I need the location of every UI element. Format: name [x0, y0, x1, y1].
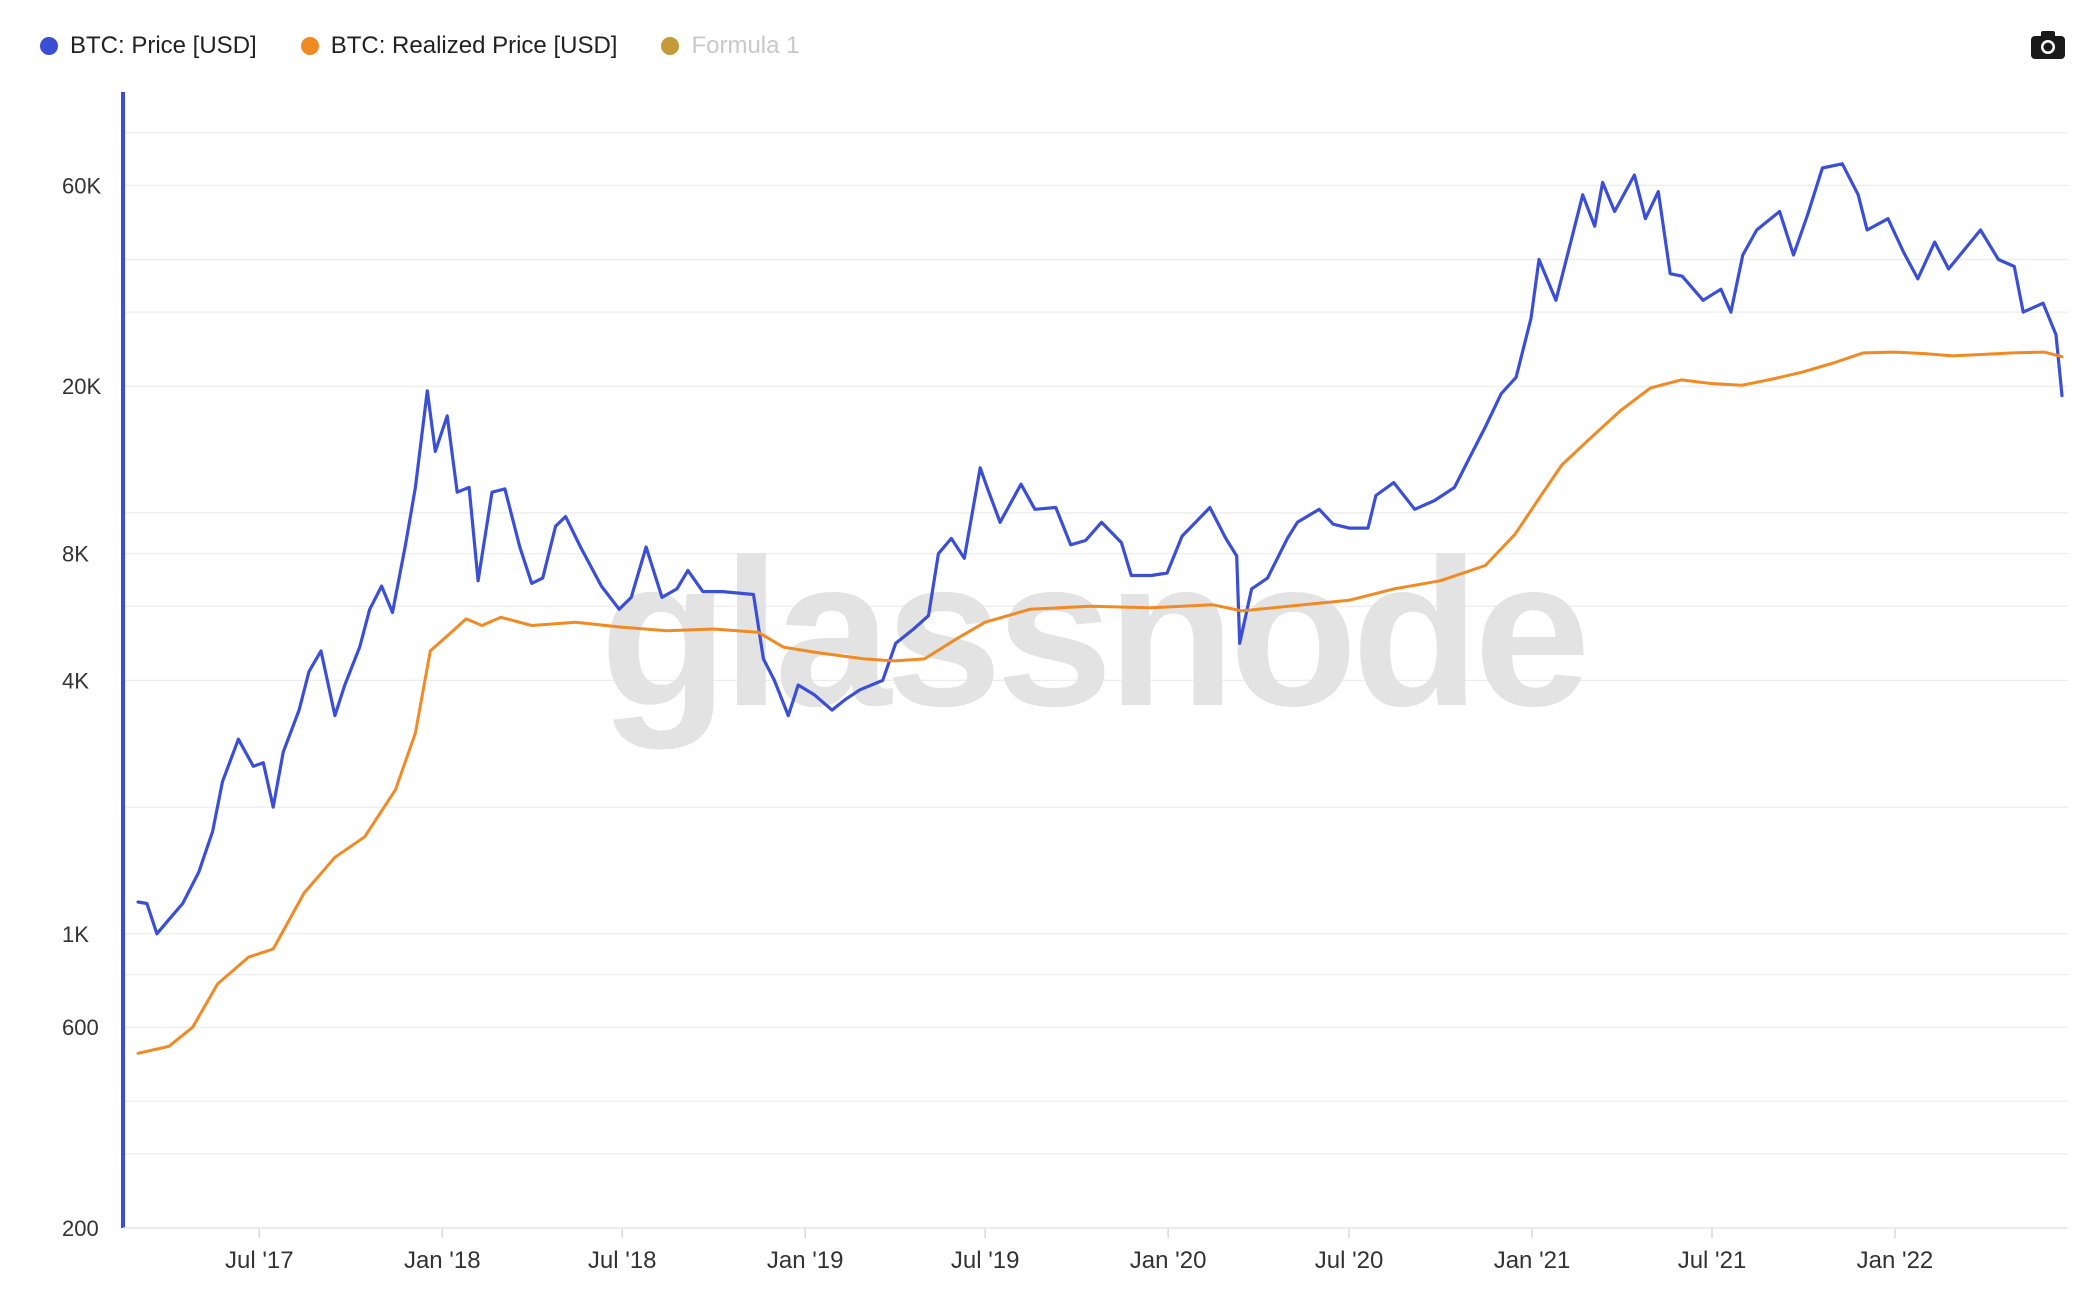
x-tick-label: Jul '21 [1678, 1247, 1747, 1274]
y-tick-label: 20K [62, 374, 101, 399]
legend-dot-realized-price [300, 37, 319, 55]
x-tick-label: Jan '21 [1494, 1247, 1571, 1274]
y-tick-label: 200 [62, 1216, 99, 1241]
x-tick-label: Jul '18 [588, 1247, 657, 1274]
y-axis-labels: 200 600 1K 4K 8K 20K 60K [62, 173, 101, 1241]
legend-label-realized-price: BTC: Realized Price [USD] [330, 32, 618, 59]
camera-icon[interactable] [2030, 30, 2066, 60]
y-tick-label: 1K [62, 922, 89, 947]
realized-price-series-line [136, 350, 2064, 1055]
legend-label-formula-1: Formula 1 [691, 32, 800, 59]
legend-dot-price [40, 37, 58, 55]
x-tick-label: Jul '19 [951, 1247, 1020, 1274]
x-tick-label: Jul '20 [1315, 1247, 1384, 1274]
y-tick-label: 600 [62, 1015, 99, 1040]
watermark-text: glassnode [600, 515, 1585, 750]
y-tick-label: 8K [62, 542, 89, 567]
x-axis-labels: Jul '17 Jan '18 Jul '18 Jan '19 Jul '19 Jan '… [225, 1228, 1933, 1274]
x-tick-label: Jan '22 [1857, 1247, 1934, 1274]
x-tick-label: Jan '19 [767, 1247, 844, 1274]
legend-item-price[interactable]: BTC: Price [USD] [40, 32, 257, 60]
x-tick-label: Jan '18 [404, 1247, 481, 1274]
y-tick-label: 60K [62, 173, 101, 198]
x-tick-label: Jul '17 [225, 1247, 294, 1274]
y-tick-label: 4K [62, 668, 89, 693]
legend-item-formula-1[interactable]: Formula 1 [661, 32, 800, 60]
price-series-line [136, 162, 2064, 936]
legend-item-realized-price[interactable]: BTC: Realized Price [USD] [300, 32, 618, 60]
x-tick-label: Jan '20 [1130, 1247, 1207, 1274]
legend-label-price: BTC: Price [USD] [70, 32, 257, 59]
series-lines [136, 162, 2064, 1055]
legend: BTC: Price [USD] BTC: Realized Price [US… [40, 32, 800, 60]
legend-dot-formula-1 [661, 37, 680, 55]
